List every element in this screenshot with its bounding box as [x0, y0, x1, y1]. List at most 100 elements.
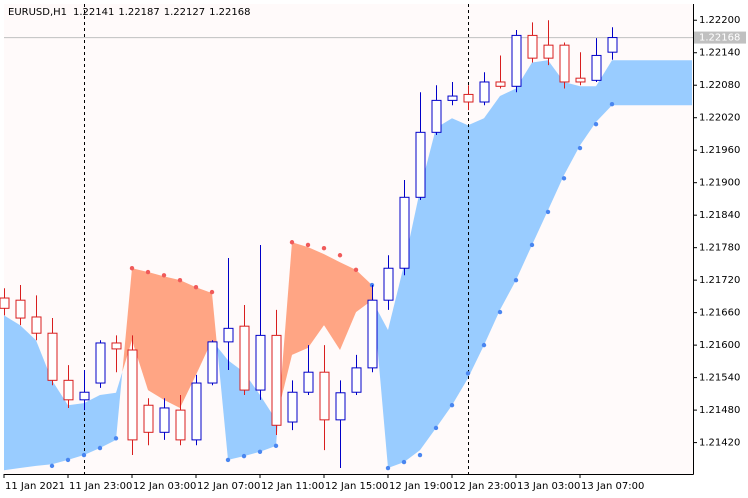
- cloud-segment: [180, 280, 196, 408]
- sar-dot: [609, 101, 615, 107]
- candle-body: [319, 371, 330, 421]
- y-tick-label: 1.21840: [699, 210, 740, 221]
- cloud-segment: [612, 60, 628, 106]
- sar-dot: [401, 459, 407, 465]
- candle-body: [15, 299, 26, 319]
- candle-body: [383, 267, 394, 301]
- candle-body: [0, 297, 10, 309]
- sar-dot: [65, 457, 71, 463]
- candle-body: [271, 334, 282, 426]
- cloud-segment: [116, 372, 123, 440]
- y-tick-label: 1.21720: [699, 275, 740, 286]
- sar-dot: [385, 465, 391, 471]
- y-tick-label: 1.21900: [699, 178, 740, 189]
- candle-body: [495, 81, 506, 87]
- header-open: 1.22141: [73, 7, 114, 18]
- cloud-segment: [292, 242, 308, 355]
- candle-body: [367, 299, 378, 369]
- symbol: EURUSD,H1: [8, 7, 67, 18]
- header-low: 1.22127: [164, 7, 205, 18]
- candle-body: [511, 34, 522, 87]
- cloud-segment: [68, 403, 84, 460]
- candle-body: [527, 34, 538, 59]
- header-close: 1.22168: [209, 7, 250, 18]
- sar-dot: [209, 289, 215, 295]
- y-tick-label: 1.21660: [699, 308, 740, 319]
- sar-dot: [273, 443, 279, 449]
- sar-dot: [577, 145, 583, 151]
- x-tick-label: 12 Jan 03:00: [133, 481, 196, 492]
- sar-dot: [97, 445, 103, 451]
- cloud-segment: [596, 60, 612, 123]
- sar-dot: [305, 242, 311, 248]
- cloud-segment: [468, 118, 484, 379]
- candle-body: [95, 342, 106, 384]
- candle-body: [559, 44, 570, 83]
- candle-body: [351, 367, 362, 393]
- cloud-segment: [217, 346, 228, 460]
- cloud-segment: [122, 268, 132, 373]
- cloud-segment: [564, 81, 580, 176]
- candle-body: [399, 196, 410, 269]
- cloud-segment: [628, 60, 644, 106]
- cloud-segment: [580, 86, 596, 146]
- axes: 1.22200 1.22140 1.22080 1.22020 1.21960 1.219…: [3, 15, 746, 492]
- candles: [0, 20, 618, 469]
- y-tick-label: 1.21600: [699, 340, 740, 351]
- sar-dot: [369, 282, 375, 288]
- cloud-segment: [4, 315, 20, 471]
- sar-dot: [49, 463, 55, 469]
- y-tick-label: 1.21480: [699, 405, 740, 416]
- sar-dot: [289, 240, 295, 245]
- sar: [49, 101, 615, 471]
- candle-body: [63, 379, 74, 401]
- cloud-segment: [644, 60, 660, 106]
- sar-dot: [129, 266, 135, 271]
- cloud-segment: [132, 268, 148, 391]
- cloud-segment: [196, 287, 212, 375]
- sar-dot: [161, 273, 167, 278]
- sar-dot: [177, 277, 183, 283]
- cloud-segment: [52, 380, 68, 465]
- candle-body: [287, 391, 298, 423]
- sar-dot: [545, 209, 551, 215]
- cloud-segment: [388, 264, 404, 469]
- sar-dot: [225, 457, 231, 463]
- cloud-segment: [212, 293, 218, 347]
- y-tick-label: 1.22080: [699, 80, 740, 91]
- sar-dot: [353, 267, 359, 273]
- x-tick-label: 11 Jan 2021: [5, 481, 65, 492]
- candle-body: [191, 382, 202, 441]
- sar-dot: [417, 452, 423, 458]
- cloud-segment: [340, 262, 356, 350]
- cloud-segment: [452, 118, 468, 406]
- candle-body: [543, 44, 554, 59]
- sar-dot: [465, 371, 471, 376]
- y-tick-label: 1.21960: [699, 145, 740, 156]
- candle-body: [303, 371, 314, 393]
- cloud-segment: [244, 372, 260, 457]
- cloud-segment: [500, 88, 516, 310]
- cloud-segment: [148, 272, 164, 400]
- sar-dot: [193, 284, 199, 290]
- sar-dot: [433, 425, 439, 431]
- cloud-segment: [484, 96, 500, 346]
- cloud-segment: [164, 276, 180, 408]
- sar-dot: [513, 277, 519, 283]
- x-tick-label: 12 Jan 23:00: [453, 481, 516, 492]
- cloud-segment: [420, 128, 436, 451]
- candle-body: [207, 341, 218, 384]
- cloud-segment: [324, 254, 340, 350]
- cloud-segment: [676, 60, 692, 106]
- x-tick-label: 11 Jan 23:00: [69, 481, 132, 492]
- x-tick-label: 12 Jan 11:00: [261, 481, 324, 492]
- candle-body: [159, 407, 170, 433]
- sar-dot: [257, 449, 263, 454]
- cloud-segment: [20, 325, 36, 469]
- x-tick-label: 12 Jan 19:00: [389, 481, 452, 492]
- y-tick-label: 1.22140: [699, 48, 740, 59]
- y-tick-label: 1.21540: [699, 373, 740, 384]
- sar-dot: [481, 342, 487, 348]
- x-tick-label: 13 Jan 03:00: [517, 481, 580, 492]
